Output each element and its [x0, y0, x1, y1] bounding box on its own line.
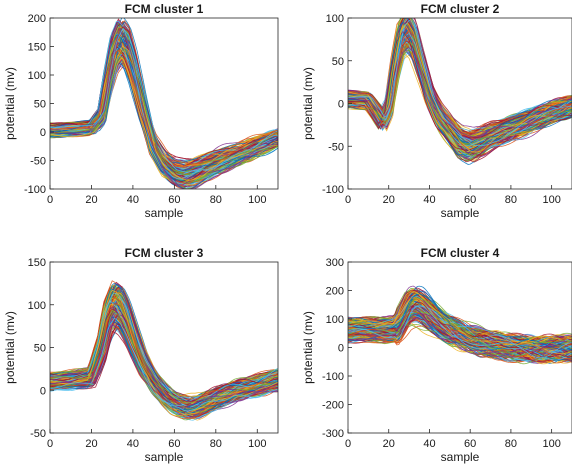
chart-title: FCM cluster 4 [421, 246, 500, 260]
x-tick-label: 20 [85, 194, 97, 206]
series-line [348, 47, 572, 138]
x-tick-label: 60 [168, 438, 180, 450]
x-tick-label: 20 [85, 438, 97, 450]
series-line [50, 309, 278, 404]
x-axis-label: sample [441, 206, 480, 220]
x-tick-label: 0 [47, 438, 53, 450]
y-tick-label: -50 [328, 141, 344, 153]
x-tick-label: 0 [345, 194, 351, 206]
y-tick-label: 0 [338, 343, 344, 355]
y-tick-label: -300 [322, 428, 344, 440]
x-tick-label: 0 [345, 438, 351, 450]
y-tick-label: -50 [30, 428, 46, 440]
series-line [50, 317, 278, 412]
y-tick-label: 100 [326, 314, 344, 326]
series-line [50, 24, 278, 176]
chart-title: FCM cluster 3 [125, 246, 204, 260]
chart-title: FCM cluster 2 [421, 2, 500, 16]
y-tick-label: 100 [28, 300, 46, 312]
y-axis-label: potential (mv) [3, 311, 17, 384]
chart-panel-4: 0 20 40 60 80 100 -300 -200 -100 0 100 200 300 FCM cl… [301, 246, 572, 464]
y-axis-label: potential (mv) [301, 67, 315, 140]
series-line [50, 45, 278, 181]
x-tick-label: 20 [383, 438, 395, 450]
x-tick-label: 60 [464, 194, 476, 206]
y-tick-label: 0 [40, 127, 46, 139]
x-tick-label: 60 [168, 194, 180, 206]
y-tick-label: 150 [28, 257, 46, 269]
y-axis-label: potential (mv) [301, 311, 315, 384]
series-line [50, 30, 278, 189]
trace-group [50, 18, 278, 189]
y-tick-label: 200 [326, 286, 344, 298]
series-line [50, 289, 278, 417]
series-line [348, 296, 572, 354]
series-line [348, 305, 572, 362]
x-tick-label: 40 [127, 194, 139, 206]
series-line [50, 28, 278, 173]
trace-group [348, 18, 572, 165]
series-line [50, 321, 278, 410]
x-tick-label: 40 [423, 194, 435, 206]
y-tick-label: 50 [34, 99, 46, 111]
series-line [348, 297, 572, 354]
x-tick-label: 80 [210, 438, 222, 450]
series-line [50, 308, 278, 403]
chart-title: FCM cluster 1 [125, 2, 204, 16]
series-line [348, 309, 572, 362]
trace-group [50, 280, 278, 421]
y-tick-label: 300 [326, 257, 344, 269]
x-tick-label: 40 [423, 438, 435, 450]
x-tick-label: 100 [542, 194, 560, 206]
series-line [348, 22, 572, 153]
y-tick-label: 0 [338, 99, 344, 111]
trace-group [348, 285, 572, 365]
x-tick-label: 20 [383, 194, 395, 206]
x-tick-label: 80 [210, 194, 222, 206]
series-line [348, 298, 572, 360]
x-tick-label: 40 [127, 438, 139, 450]
y-tick-label: -100 [322, 184, 344, 196]
y-tick-label: 100 [326, 13, 344, 25]
chart-panel-2: 0 20 40 60 80 100 -100 -50 0 50 100 FCM cluster 2 sa… [301, 2, 572, 220]
x-tick-label: 100 [248, 194, 266, 206]
x-tick-label: 60 [464, 438, 476, 450]
x-tick-label: 80 [505, 438, 517, 450]
series-line [348, 307, 572, 357]
y-tick-label: 100 [28, 70, 46, 82]
x-tick-label: 100 [248, 438, 266, 450]
y-tick-label: -200 [322, 400, 344, 412]
plot-area [348, 18, 572, 189]
y-tick-label: -100 [322, 371, 344, 383]
y-tick-label: 0 [40, 385, 46, 397]
series-line [348, 324, 572, 365]
y-tick-label: 50 [332, 56, 344, 68]
series-line [348, 305, 572, 358]
x-tick-label: 80 [505, 194, 517, 206]
y-axis-label: potential (mv) [3, 67, 17, 140]
series-line [348, 19, 572, 146]
x-tick-label: 100 [542, 438, 560, 450]
series-line [348, 42, 572, 145]
y-tick-label: 50 [34, 343, 46, 355]
chart-panel-1: 0 20 40 60 80 100 -100 -50 0 50 100 150 200 FCM clust… [3, 2, 279, 220]
y-tick-label: 150 [28, 42, 46, 54]
series-line [50, 48, 278, 173]
y-tick-label: -100 [24, 184, 46, 196]
series-line [348, 297, 572, 348]
x-axis-label: sample [145, 450, 184, 464]
series-line [348, 294, 572, 351]
y-tick-label: 200 [28, 13, 46, 25]
x-axis-label: sample [441, 450, 480, 464]
y-tick-label: -50 [30, 156, 46, 168]
series-line [50, 303, 278, 413]
x-tick-label: 0 [47, 194, 53, 206]
series-line [50, 57, 278, 176]
x-axis-label: sample [145, 206, 184, 220]
series-line [50, 54, 278, 167]
